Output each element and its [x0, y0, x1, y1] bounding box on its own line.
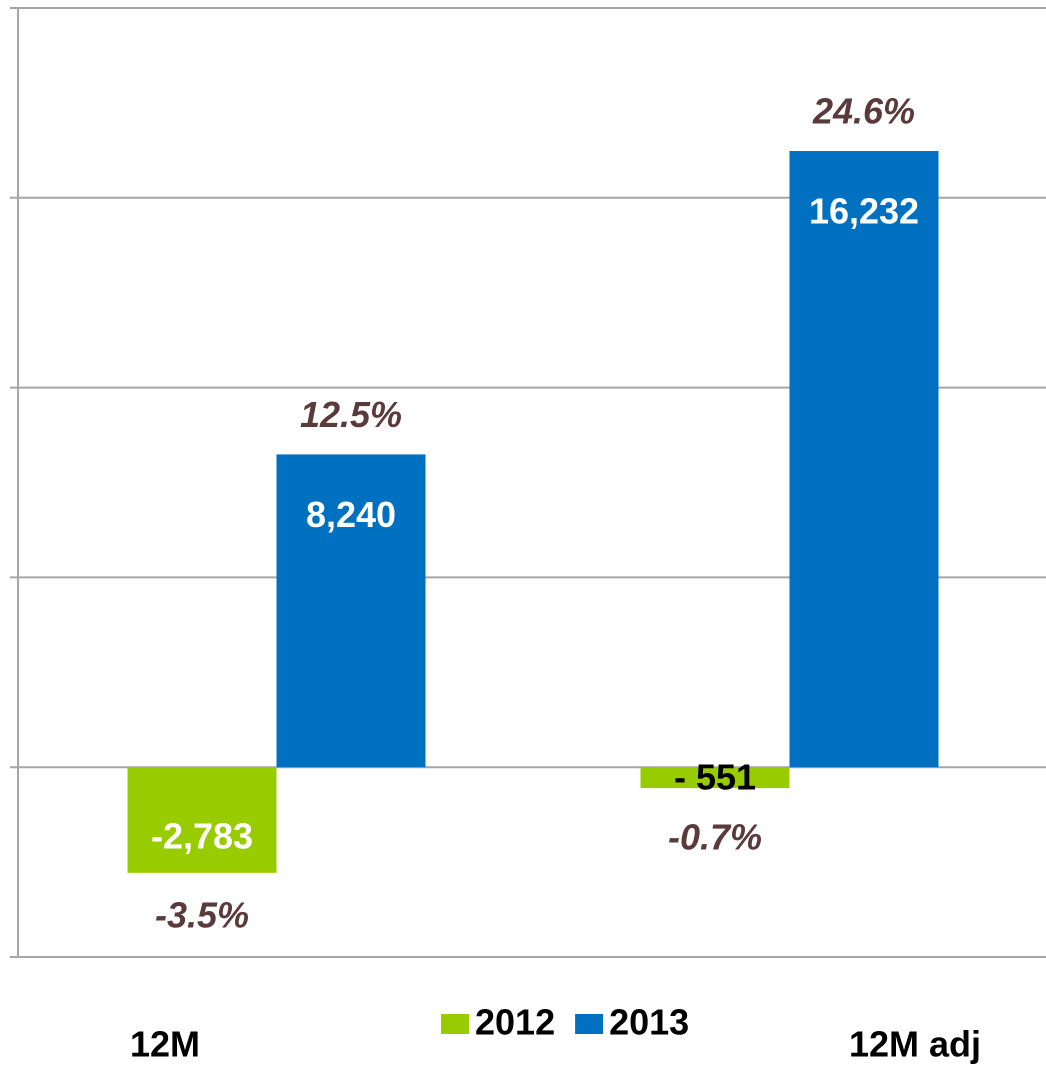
- bar: [640, 767, 790, 789]
- x-tick-label: 12M: [130, 1024, 200, 1065]
- percent-label: -0.7%: [668, 817, 762, 858]
- bar: [789, 151, 939, 768]
- legend-swatch: [575, 1014, 604, 1034]
- value-label: 8,240: [306, 494, 396, 535]
- percent-label: 24.6%: [812, 91, 915, 132]
- x-tick-label: 12M adj: [849, 1024, 981, 1065]
- legend-label: 2013: [609, 1002, 689, 1043]
- percent-label: 12.5%: [300, 394, 402, 435]
- legend-swatch: [441, 1014, 469, 1034]
- value-label: - 551: [674, 757, 756, 798]
- value-label: -2,783: [151, 815, 253, 856]
- legend-label: 2012: [475, 1002, 555, 1043]
- value-label: 16,232: [809, 191, 919, 232]
- percent-label: -3.5%: [155, 894, 249, 935]
- bar: [276, 454, 426, 768]
- bar: [127, 767, 277, 873]
